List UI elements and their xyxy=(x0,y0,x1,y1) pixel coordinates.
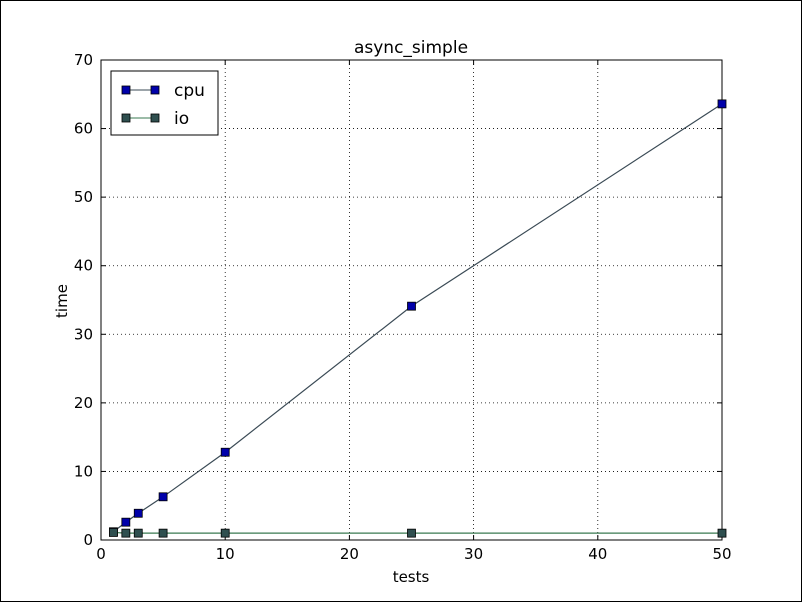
data-point-io xyxy=(407,528,416,538)
data-point-cpu xyxy=(407,301,416,311)
x-tick-label: 30 xyxy=(464,545,483,563)
data-point-cpu xyxy=(133,508,143,518)
x-tick-label: 40 xyxy=(588,545,607,563)
data-point-cpu xyxy=(121,517,131,527)
data-point-io xyxy=(717,528,727,538)
series-line-io xyxy=(113,531,722,534)
series-layer xyxy=(109,99,727,538)
data-point-cpu xyxy=(717,99,727,109)
series-line-cpu xyxy=(113,103,723,533)
series-cpu xyxy=(109,99,727,537)
series-io xyxy=(109,528,727,538)
data-point-io xyxy=(133,528,143,538)
y-tick-label: 10 xyxy=(74,462,93,480)
y-tick-label: 60 xyxy=(74,120,93,138)
data-point-io xyxy=(121,528,131,538)
plot-area xyxy=(100,59,723,541)
data-point-io xyxy=(158,528,168,538)
y-tick-label: 30 xyxy=(74,325,93,343)
grid-lines xyxy=(101,60,722,540)
y-tick-label: 0 xyxy=(83,531,93,549)
y-tick-label: 50 xyxy=(74,188,93,206)
data-point-cpu xyxy=(158,492,168,502)
x-tick-label: 10 xyxy=(216,545,235,563)
y-tick-label: 20 xyxy=(74,394,93,412)
x-tick-label: 20 xyxy=(340,545,359,563)
data-point-io xyxy=(220,528,230,538)
legend-marker-io-start xyxy=(121,113,131,123)
data-point-io xyxy=(109,528,118,537)
legend: cpu io xyxy=(110,70,219,136)
x-tick-label: 50 xyxy=(712,545,731,563)
y-tick-label: 40 xyxy=(74,257,93,275)
x-axis-label: tests xyxy=(393,568,430,586)
y-tick-label: 70 xyxy=(74,51,93,69)
data-point-cpu xyxy=(220,447,230,457)
legend-marker-cpu-start xyxy=(121,85,131,95)
legend-marker-io-end xyxy=(150,113,160,123)
legend-label-cpu: cpu xyxy=(174,81,205,101)
legend-label-io: io xyxy=(174,109,189,129)
chart-title: async_simple xyxy=(354,38,468,58)
legend-marker-cpu-end xyxy=(150,85,160,95)
x-tick-label: 0 xyxy=(96,545,106,563)
axis-ticks: 0 10 20 30 40 50 0 10 20 30 40 50 60 70 xyxy=(74,51,732,563)
legend-box xyxy=(110,70,219,136)
y-axis-label: time xyxy=(53,284,71,318)
